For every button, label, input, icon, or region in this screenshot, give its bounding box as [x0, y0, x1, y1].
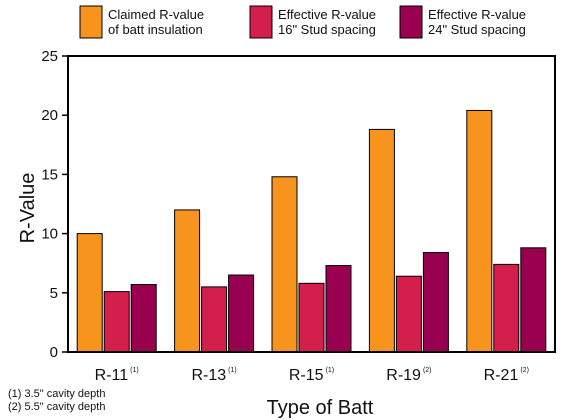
x-tick-label-text: R-11: [95, 367, 129, 384]
bar: [395, 275, 422, 353]
y-tick-label: 10: [41, 226, 58, 243]
plot-frame: [67, 55, 556, 353]
x-tick-label: R-11 (1): [95, 367, 139, 384]
bar: [422, 252, 449, 353]
bar: [228, 274, 255, 353]
bar: [520, 247, 547, 353]
legend-label: 24" Stud spacing: [428, 22, 526, 37]
x-tick-note: (2): [423, 367, 432, 374]
x-tick-label-text: R-21: [484, 367, 519, 384]
bars: [76, 109, 547, 353]
legend-label: Claimed R-value: [108, 7, 204, 22]
y-axis-label: R-Value: [17, 173, 39, 244]
x-tick-note: (1): [326, 367, 335, 374]
bar: [130, 284, 157, 353]
x-tick-label-text: R-15: [289, 367, 324, 384]
x-tick-label: R-19 (2): [386, 367, 431, 384]
bar: [493, 263, 520, 353]
y-tick-label: 20: [41, 107, 58, 124]
footnote-1: (1) 3.5" cavity depth: [8, 388, 106, 400]
x-axis-label: Type of Batt: [267, 397, 374, 419]
bar: [271, 176, 298, 353]
legend-label: of batt insulation: [108, 22, 203, 37]
y-axis: 0 5 10 15 20 25: [41, 48, 68, 361]
legend-label: Effective R-value: [278, 7, 376, 22]
legend-swatch: [399, 5, 423, 39]
bar: [201, 286, 228, 353]
legend-swatch: [249, 5, 273, 39]
bar: [174, 209, 201, 353]
y-tick-label: 0: [50, 344, 58, 361]
x-tick-label-text: R-19: [386, 367, 421, 384]
x-tick-note: (1): [130, 367, 139, 374]
bar: [368, 128, 395, 353]
x-tick-label: R-13 (1): [191, 367, 236, 384]
footnotes: (1) 3.5" cavity depth (2) 5.5" cavity de…: [8, 388, 105, 414]
x-tick-label: R-15 (1): [289, 367, 334, 384]
bar: [103, 291, 130, 353]
legend-label: Effective R-value: [428, 7, 526, 22]
bar: [298, 282, 325, 353]
legend-swatch: [79, 5, 103, 39]
legend-label: 16" Stud spacing: [278, 22, 376, 37]
x-tick-note: (2): [520, 367, 529, 374]
x-tick-note: (1): [228, 367, 237, 374]
bar: [325, 265, 352, 353]
bar: [466, 109, 493, 353]
x-axis: R-11 (1) R-13 (1) R-15 (1) R-19 (2) R-21 (2): [95, 367, 529, 384]
y-tick-label: 5: [50, 285, 58, 302]
x-tick-label: R-21 (2): [484, 367, 529, 384]
y-tick-label: 25: [41, 48, 58, 65]
y-tick-label: 15: [41, 166, 58, 183]
x-tick-label-text: R-13: [191, 367, 226, 384]
footnote-2: (2) 5.5" cavity depth: [8, 401, 106, 413]
bar: [76, 233, 103, 353]
